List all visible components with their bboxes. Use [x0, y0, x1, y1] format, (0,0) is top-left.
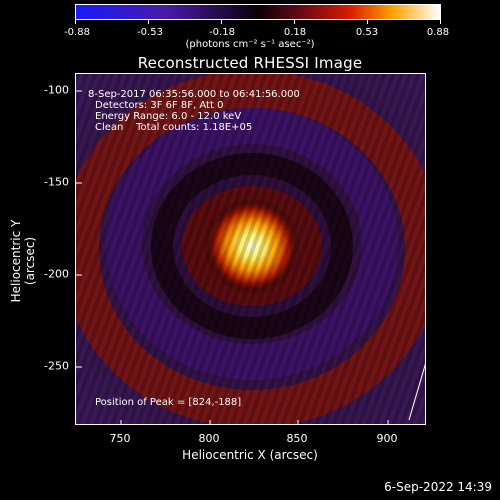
x-tick-label: 750: [109, 432, 131, 445]
colorbar: [75, 4, 441, 20]
colorbar-tick-label: 0.53: [355, 27, 379, 38]
info-time-range: 8-Sep-2017 06:35:56.000 to 06:41:56.000: [88, 89, 300, 100]
colorbar-tickmark: [440, 20, 441, 24]
plot-title: Reconstructed RHESSI Image: [137, 54, 363, 72]
info-energy-range: Energy Range: 6.0 - 12.0 keV: [95, 111, 242, 122]
heatmap-image: [76, 74, 425, 424]
x-axis-label: Heliocentric X (arcsec): [182, 448, 318, 462]
y-tick-label: -200: [44, 267, 69, 281]
x-tick-label: 850: [286, 432, 308, 445]
peak-position-text: Position of Peak = [824,-188]: [95, 397, 242, 408]
footer-timestamp: 6-Sep-2022 14:39: [384, 480, 492, 494]
colorbar-tick-label: 0.18: [283, 27, 307, 38]
colorbar-tickmark: [367, 20, 368, 24]
x-tick-label: 900: [376, 432, 398, 445]
colorbar-tickmark: [75, 20, 76, 24]
y-tick-label: -150: [44, 175, 69, 189]
colorbar-tickmark: [148, 20, 149, 24]
colorbar-tick-label: -0.18: [209, 27, 235, 38]
y-axis-label: Heliocentric Y (arcsec): [9, 219, 37, 303]
colorbar-tickmark: [221, 20, 222, 24]
colorbar-tickmark: [294, 20, 295, 24]
colorbar-tick-label: 0.88: [426, 27, 450, 38]
colorbar-tick-label: -0.88: [64, 27, 90, 38]
x-tick-label: 800: [198, 432, 220, 445]
info-clean-counts: Clean Total counts: 1.18E+05: [95, 122, 253, 133]
y-tick-label: -250: [44, 359, 69, 373]
y-tick-label: -100: [44, 83, 69, 97]
plot-area: 8-Sep-2017 06:35:56.000 to 06:41:56.000 …: [75, 73, 426, 425]
colorbar-tick-label: -0.53: [137, 27, 163, 38]
info-detectors: Detectors: 3F 6F 8F, Att 0: [95, 100, 224, 111]
colorbar-units: (photons cm⁻² s⁻¹ asec⁻²): [185, 39, 315, 50]
